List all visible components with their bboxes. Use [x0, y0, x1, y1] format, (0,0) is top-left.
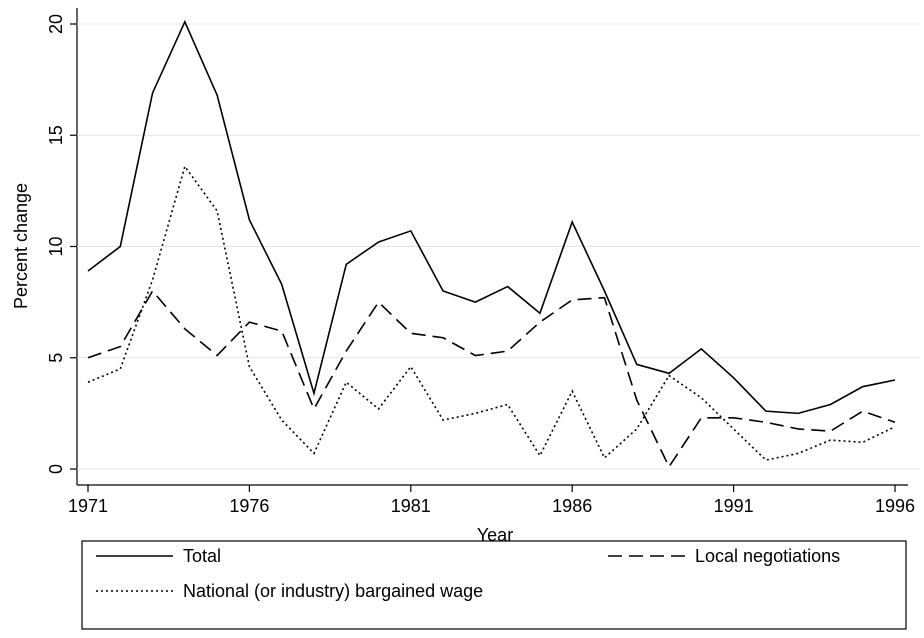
y-tick-label: 5	[46, 353, 66, 363]
series-line	[87, 164, 896, 461]
x-axis-title: Year	[477, 525, 513, 545]
y-tick-label: 15	[46, 125, 66, 145]
legend-label: Local negotiations	[695, 546, 840, 566]
x-tick-label: 1996	[875, 496, 915, 516]
x-tick-label: 1976	[229, 496, 269, 516]
series-line	[87, 289, 896, 469]
series-line	[87, 19, 896, 415]
legend-box	[81, 540, 907, 630]
legend-label: Total	[183, 546, 221, 566]
y-tick-label: 20	[46, 14, 66, 34]
x-tick-label: 1971	[68, 496, 108, 516]
y-tick-label: 10	[46, 236, 66, 256]
legend-label: National (or industry) bargained wage	[183, 581, 483, 601]
y-tick-label: 0	[46, 464, 66, 474]
x-tick-label: 1981	[391, 496, 431, 516]
x-tick-label: 1991	[714, 496, 754, 516]
y-axis-title: Percent change	[11, 183, 31, 309]
x-tick-label: 1986	[552, 496, 592, 516]
